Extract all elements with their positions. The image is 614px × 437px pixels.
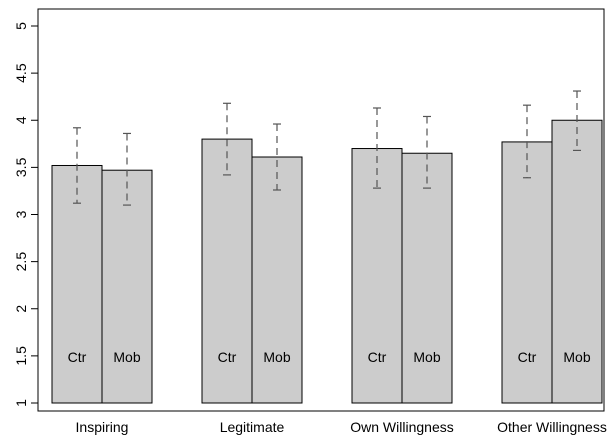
x-category-label: Other Willingness <box>497 419 607 435</box>
bar <box>401 152 453 404</box>
bar <box>251 156 303 404</box>
plot-frame <box>37 8 605 412</box>
bar <box>201 138 253 404</box>
bar-label: Mob <box>413 349 440 365</box>
x-category-label: Own Willingness <box>350 419 453 435</box>
bar-label: Ctr <box>218 349 237 365</box>
bar <box>101 169 153 404</box>
chart-bars <box>51 90 603 404</box>
y-tick-label: 1 <box>13 399 29 407</box>
bar <box>51 164 103 404</box>
x-category-label: Inspiring <box>76 419 129 435</box>
y-tick-label: 3 <box>13 210 29 218</box>
bar-label: Mob <box>563 349 590 365</box>
y-tick-label: 2 <box>13 305 29 313</box>
y-tick-label: 1.5 <box>13 346 29 366</box>
bar <box>351 148 403 404</box>
chart-axes: 1 1.5 2 2.5 3 3.5 4 4.5 5 <box>13 8 605 412</box>
x-category-label: Legitimate <box>220 419 285 435</box>
y-tick-label: 2.5 <box>13 252 29 272</box>
bar-label: Mob <box>263 349 290 365</box>
chart-labels: Ctr Mob Inspiring Ctr Mob Legitimate Ctr Mob Own… <box>68 349 607 435</box>
y-tick-label: 5 <box>13 22 29 30</box>
y-tick-label: 3.5 <box>13 157 29 177</box>
y-tick-label: 4 <box>13 116 29 124</box>
bar-label: Ctr <box>368 349 387 365</box>
bar-label: Ctr <box>68 349 87 365</box>
bar-label: Ctr <box>518 349 537 365</box>
bar-label: Mob <box>113 349 140 365</box>
bar <box>501 141 553 404</box>
y-tick-label: 4.5 <box>13 63 29 83</box>
